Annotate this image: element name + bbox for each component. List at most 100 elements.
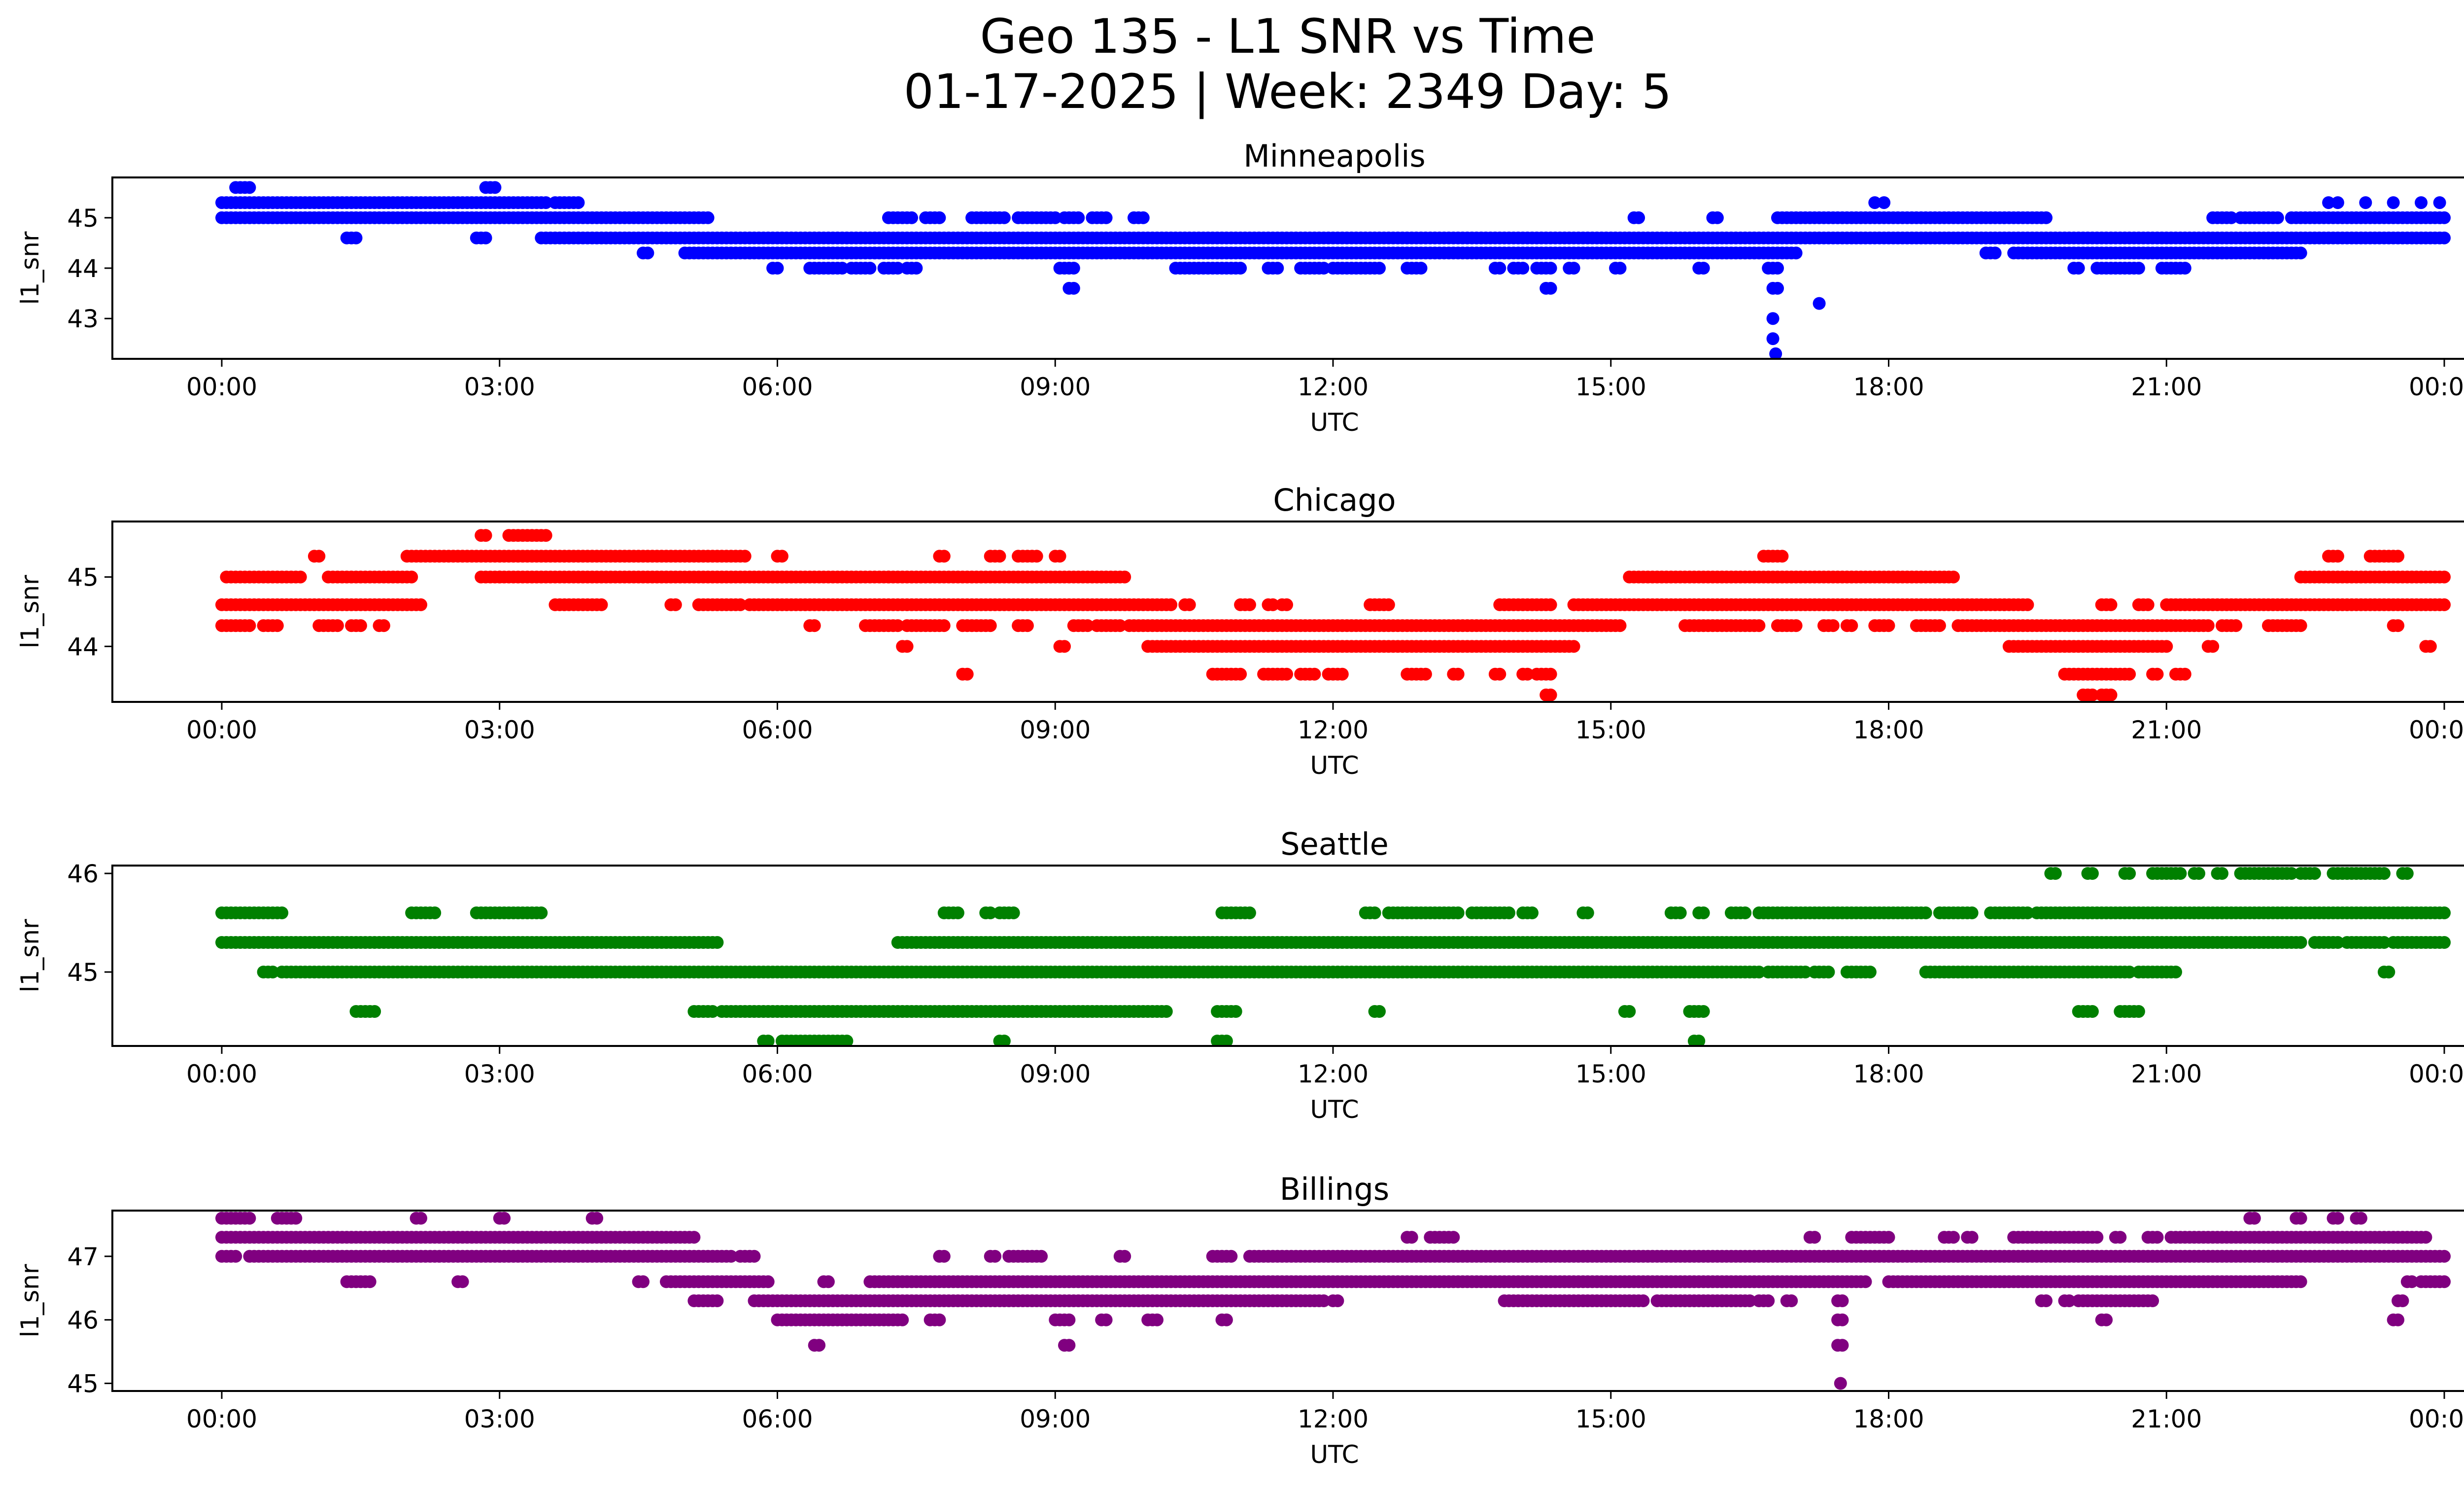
data-point — [414, 1212, 427, 1225]
plot-frame — [111, 865, 2464, 1047]
data-point — [2387, 196, 2400, 209]
data-point — [1526, 906, 1539, 919]
series-points — [215, 529, 2451, 701]
data-point — [2021, 906, 2034, 919]
data-point — [2377, 936, 2391, 949]
data-point — [539, 196, 552, 209]
data-point — [775, 550, 788, 563]
data-point — [2040, 1294, 2053, 1307]
data-point — [1544, 281, 1557, 295]
data-point — [2040, 211, 2053, 224]
data-point — [840, 1035, 854, 1046]
data-point — [951, 906, 964, 919]
data-point — [414, 598, 427, 611]
data-point — [1373, 262, 1386, 275]
data-point — [1813, 297, 1826, 310]
x-tick-label: 18:00 — [1853, 716, 1924, 744]
data-point — [2354, 1212, 2367, 1225]
data-point — [1067, 262, 1080, 275]
data-point — [937, 550, 951, 563]
data-point — [2419, 1231, 2432, 1244]
data-point — [363, 1275, 376, 1288]
data-point — [771, 262, 784, 275]
data-point — [294, 570, 307, 584]
data-point — [2331, 1212, 2344, 1225]
data-point — [1544, 262, 1557, 275]
x-tick-label: 12:00 — [1298, 1060, 1369, 1088]
data-point — [1049, 211, 1062, 224]
data-point — [1752, 619, 1766, 632]
data-point — [687, 1231, 701, 1244]
data-point — [243, 619, 256, 632]
data-point — [1113, 619, 1127, 632]
data-point — [1878, 196, 1891, 209]
data-point — [1160, 1005, 1173, 1018]
data-point — [905, 211, 918, 224]
data-point — [1613, 262, 1627, 275]
data-point — [2132, 262, 2145, 275]
data-point — [896, 1313, 909, 1326]
data-point — [2229, 619, 2243, 632]
data-point — [1234, 262, 1247, 275]
x-tick-label: 15:00 — [1575, 373, 1646, 401]
y-tick-label: 45 — [67, 204, 99, 233]
data-point — [1118, 570, 1131, 584]
data-point — [2090, 1231, 2104, 1244]
data-point — [1521, 667, 1534, 681]
data-point — [1021, 619, 1034, 632]
data-point — [2049, 867, 2062, 880]
data-point — [1447, 1231, 1460, 1244]
data-point — [748, 1250, 761, 1263]
data-point — [2216, 867, 2228, 880]
data-point — [243, 181, 256, 194]
data-point — [1789, 619, 1803, 632]
data-point — [2192, 867, 2205, 880]
data-point — [1382, 598, 1395, 611]
data-point — [1243, 906, 1256, 919]
data-point — [2438, 1250, 2451, 1263]
data-point — [1739, 906, 1752, 919]
data-point — [1136, 211, 1150, 224]
x-tick-label: 09:00 — [1020, 373, 1091, 401]
data-point — [2424, 640, 2437, 653]
y-tick-label: 45 — [67, 958, 99, 987]
data-point — [1099, 1313, 1113, 1326]
data-point — [933, 1313, 946, 1326]
y-axis-label: l1_snr — [16, 575, 44, 648]
y-axis-label: l1_snr — [16, 919, 44, 992]
data-point — [572, 196, 585, 209]
data-point — [595, 598, 608, 611]
data-point — [2174, 867, 2187, 880]
x-tick-label: 00:00 — [2409, 373, 2464, 401]
data-point — [2151, 667, 2164, 681]
data-point — [891, 262, 904, 275]
data-point — [1405, 1231, 1418, 1244]
data-point — [933, 211, 946, 224]
data-point — [808, 619, 821, 632]
x-tick-label: 00:00 — [2409, 1060, 2464, 1088]
data-point — [2438, 211, 2451, 224]
x-tick-label: 00:00 — [2409, 716, 2464, 744]
data-point — [2438, 231, 2451, 244]
data-point — [1451, 667, 1465, 681]
data-point — [2072, 262, 2085, 275]
data-point — [937, 619, 951, 632]
data-point — [2438, 906, 2451, 919]
data-point — [863, 262, 877, 275]
x-tick-label: 00:00 — [186, 716, 257, 744]
data-point — [637, 1275, 650, 1288]
x-axis-label: UTC — [1310, 751, 1359, 780]
data-point — [910, 262, 923, 275]
data-point — [2382, 966, 2396, 978]
data-point — [2123, 867, 2136, 880]
x-tick-label: 00:00 — [186, 373, 257, 401]
y-tick-label: 44 — [67, 632, 99, 661]
data-point — [1771, 262, 1784, 275]
data-point — [1965, 1231, 1979, 1244]
data-point — [1785, 1294, 1798, 1307]
data-point — [1868, 196, 1882, 209]
data-point — [1988, 246, 2002, 260]
data-point — [701, 211, 715, 224]
x-tick-label: 12:00 — [1298, 373, 1369, 401]
